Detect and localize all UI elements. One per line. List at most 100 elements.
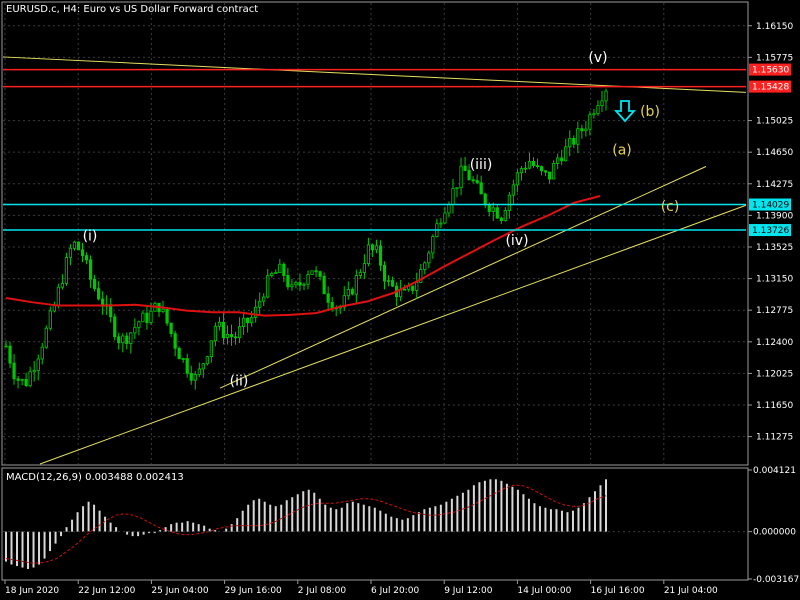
candle-body xyxy=(499,217,503,222)
candle-body xyxy=(386,280,391,282)
wave-label: (a) xyxy=(612,143,632,159)
candle-body xyxy=(149,310,153,324)
candle-body xyxy=(552,163,556,180)
price-tick-label: 1.15775 xyxy=(756,53,793,63)
level-price-tag xyxy=(749,80,791,93)
time-tick-label: 16 Jul 16:00 xyxy=(591,586,645,596)
candle-body xyxy=(121,335,125,344)
wave-labels: (i) (ii) (iii) (iv) (v) (a) (b) (c) xyxy=(83,50,680,390)
candle-body xyxy=(205,356,209,365)
candle-body xyxy=(258,300,262,308)
candle-body xyxy=(342,295,346,308)
candle-body xyxy=(177,347,181,360)
level-price-label: 1.13726 xyxy=(752,226,789,236)
macd-tick-label: 0.004121 xyxy=(753,466,796,476)
candle-body xyxy=(423,262,427,270)
candle-body xyxy=(535,165,540,168)
candle-body xyxy=(290,284,294,288)
candle-body xyxy=(181,358,185,360)
candle-body xyxy=(24,379,28,386)
candle-body xyxy=(185,358,189,374)
candle-body xyxy=(298,282,302,286)
candle-body xyxy=(560,157,564,162)
candle-body xyxy=(145,312,149,324)
macd-tick-label: -0.003167 xyxy=(753,575,799,585)
candle-body xyxy=(262,296,266,302)
trend-line xyxy=(39,204,747,465)
candle-body xyxy=(193,374,197,381)
symbol-title: EURUSD.c, H4: Euro vs US Dollar Forward … xyxy=(6,4,258,15)
candle-body xyxy=(225,334,230,339)
price-tick-label: 1.13525 xyxy=(756,243,793,253)
wave-label: (v) xyxy=(588,50,607,66)
candle-body xyxy=(165,308,169,324)
candle-body xyxy=(44,327,48,348)
candle-body xyxy=(443,212,447,224)
macd-axis: 0.004121 0.000000 -0.003167 xyxy=(3,466,799,585)
candle-body xyxy=(97,288,101,300)
candle-body xyxy=(350,289,354,295)
candle-body xyxy=(415,282,419,291)
price-tick-label: 1.13150 xyxy=(756,275,793,285)
candle-body xyxy=(543,170,548,173)
candle-body xyxy=(282,263,286,276)
time-tick-label: 25 Jun 04:00 xyxy=(151,586,208,596)
candle-body xyxy=(173,333,177,349)
candle-body xyxy=(568,138,572,148)
candle-body xyxy=(197,368,201,375)
candle-body xyxy=(576,128,580,145)
level-price-label: 1.15630 xyxy=(752,66,789,76)
candle-body xyxy=(84,255,89,261)
price-tick-label: 1.12025 xyxy=(756,369,793,379)
candle-body xyxy=(229,334,234,338)
candle-body xyxy=(390,280,395,287)
candle-body xyxy=(592,113,596,116)
main-plot-frame xyxy=(1,1,749,466)
candle-body xyxy=(471,179,475,182)
candle-body xyxy=(515,172,520,186)
candle-body xyxy=(274,272,278,274)
candle-body xyxy=(403,288,407,291)
candle-body xyxy=(80,249,85,257)
level-price-tag xyxy=(749,224,791,237)
candle-body xyxy=(12,362,16,380)
candle-body xyxy=(129,332,133,344)
candle-body xyxy=(56,286,60,306)
candle-body xyxy=(378,245,383,266)
candle-body xyxy=(318,271,322,277)
candle-body xyxy=(584,128,588,132)
candle-body xyxy=(322,275,326,295)
horizontal-levels[interactable]: 1.15630 1.15428 1.14029 1.13726 xyxy=(3,63,791,237)
wave-label: (iii) xyxy=(470,157,493,173)
candle-body xyxy=(169,322,173,335)
candle-body xyxy=(539,166,544,172)
macd-tick-label: 0.000000 xyxy=(753,528,796,538)
candle-body xyxy=(467,170,471,181)
candle-body xyxy=(507,194,511,211)
wave-label: (ii) xyxy=(230,374,249,390)
candle-body xyxy=(483,193,487,206)
candle-body xyxy=(346,289,350,297)
level-price-tag xyxy=(749,198,791,211)
candle-body xyxy=(479,182,483,195)
candle-body xyxy=(548,171,552,180)
candle-body xyxy=(32,370,36,373)
candle-body xyxy=(241,317,246,328)
candle-body xyxy=(141,312,145,323)
candle-body xyxy=(572,138,576,145)
candle-body xyxy=(600,100,604,107)
candle-body xyxy=(133,326,137,334)
level-price-label: 1.14029 xyxy=(752,201,789,211)
candle-body xyxy=(411,285,415,291)
candle-body xyxy=(314,270,318,273)
candle-body xyxy=(310,270,314,275)
candle-body xyxy=(511,184,515,196)
level-price-tag xyxy=(749,63,791,76)
wave-label: (c) xyxy=(661,199,680,215)
candle-body xyxy=(523,167,528,170)
wave-label: (b) xyxy=(640,104,660,120)
macd-histogram xyxy=(5,479,607,570)
candle-body xyxy=(189,372,193,381)
wave-label: (i) xyxy=(83,229,98,245)
